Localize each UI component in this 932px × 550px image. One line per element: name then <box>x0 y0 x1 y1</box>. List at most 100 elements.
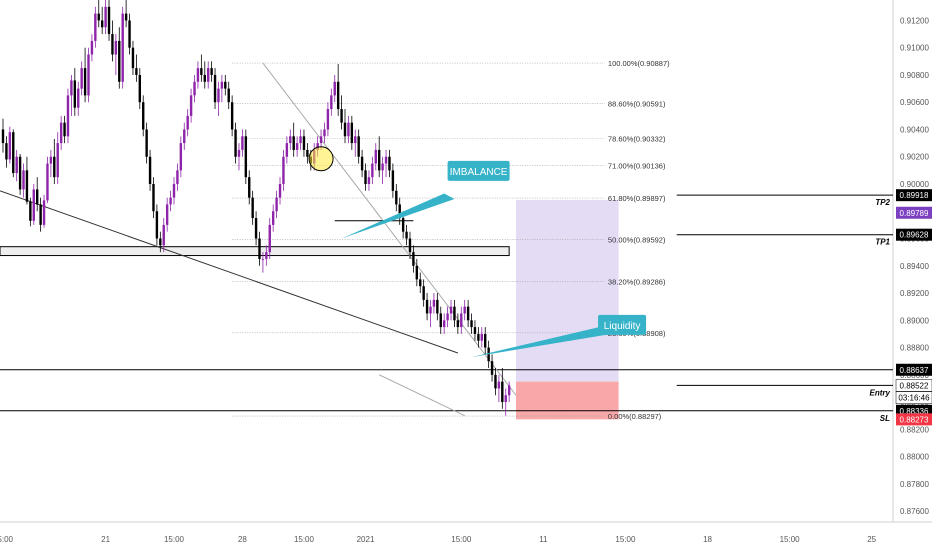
candlestick-series <box>1 0 511 416</box>
candle <box>176 163 179 191</box>
candle-body <box>480 333 483 341</box>
candle <box>446 306 449 328</box>
candle <box>391 163 395 198</box>
price-tag-bg <box>895 379 932 392</box>
annotations-layer[interactable]: IMBALANCE Liquidity <box>308 146 647 358</box>
candle <box>224 74 227 96</box>
candle <box>490 354 494 382</box>
candle <box>1 118 5 153</box>
candle <box>162 218 165 253</box>
candle-body <box>97 13 100 21</box>
candle <box>347 115 350 144</box>
fibonacci-retracement[interactable]: 100.00%(0.90887) 88.60%(0.90591) 78.60%(0.… <box>232 59 670 421</box>
price-tick-label: 0.88800 <box>900 344 929 353</box>
candle <box>77 81 80 116</box>
candle-body <box>53 156 56 178</box>
liquidity-callout-pointer <box>471 325 612 358</box>
candle <box>477 327 480 348</box>
channel-line-lower[interactable] <box>378 374 465 417</box>
candle-body <box>18 156 22 190</box>
candle <box>142 95 145 137</box>
time-tick-label: 21 <box>101 535 110 544</box>
candle-body <box>258 238 261 259</box>
candle-body <box>275 197 278 212</box>
candle-body <box>343 122 347 137</box>
price-axis[interactable]: 0.91200 0.91000 0.90800 0.90600 0.90400 0.902… <box>900 16 929 516</box>
candle <box>323 122 326 144</box>
candle-body <box>189 95 193 116</box>
candle-body <box>408 238 412 253</box>
candle <box>350 115 354 150</box>
candle <box>124 0 128 28</box>
price-tag: 03:16:46 <box>895 391 932 404</box>
candle-body <box>94 13 97 41</box>
candle <box>73 68 77 116</box>
price-tag-bg <box>896 189 932 202</box>
candle-body <box>227 88 230 103</box>
candle <box>59 115 63 150</box>
fib-level-label: 50.00%(0.89592) <box>608 236 666 245</box>
price-tag-label: 03:16:46 <box>898 394 930 403</box>
candle <box>165 197 169 232</box>
candle <box>39 197 42 232</box>
candle <box>36 177 39 212</box>
candle-body <box>162 224 165 246</box>
candle-body <box>1 129 5 144</box>
imbalance-callout[interactable] <box>447 160 510 181</box>
candle <box>360 149 364 178</box>
price-tick-label: 0.89400 <box>900 262 929 271</box>
candle <box>254 211 258 246</box>
candle-body <box>200 68 203 75</box>
highlight-circle[interactable] <box>308 146 334 172</box>
candle-body <box>87 54 90 96</box>
candle <box>193 74 196 103</box>
price-tag: 0.89789 <box>896 206 932 219</box>
supply-demand-zone[interactable] <box>0 246 510 257</box>
candle-body <box>169 197 172 205</box>
candle <box>207 61 210 89</box>
candle <box>145 122 148 164</box>
candle <box>395 183 398 212</box>
candle <box>333 74 336 103</box>
candle-body <box>306 149 309 157</box>
trend-line[interactable] <box>0 190 459 354</box>
candle <box>172 177 176 205</box>
candle <box>100 6 104 35</box>
candle <box>121 6 124 89</box>
candle <box>460 306 463 334</box>
candle-body <box>39 204 42 225</box>
drawn-lines[interactable] <box>0 62 893 417</box>
channel-line-upper[interactable] <box>262 62 517 396</box>
candle <box>405 224 408 246</box>
candle-body <box>176 170 179 184</box>
candle <box>306 143 309 164</box>
candle-body <box>90 40 94 55</box>
candle <box>148 149 152 191</box>
candle <box>131 40 135 75</box>
candle-body <box>186 115 189 130</box>
candle <box>234 122 237 164</box>
candle-body <box>285 143 289 157</box>
candle-body <box>295 143 299 150</box>
candle <box>186 109 189 137</box>
candle <box>8 126 12 164</box>
candle-body <box>429 306 432 314</box>
candle <box>63 115 66 144</box>
candle-body <box>460 313 463 328</box>
price-tick-label: 0.89200 <box>900 289 929 298</box>
time-axis[interactable]: 15:00 21 15:00 28 15:00 2021 15:00 11 15:00 18 15:… <box>0 535 932 544</box>
candle-body <box>42 200 46 225</box>
liquidity-callout[interactable] <box>598 314 647 335</box>
price-tag-bg <box>896 228 932 241</box>
candle-body <box>405 231 408 239</box>
fib-level-label: 78.60%(0.90332) <box>608 135 666 144</box>
candle <box>371 156 374 184</box>
fib-level-label: 38.20%(0.89286) <box>608 277 666 286</box>
fib-level-label: 88.60%(0.90591) <box>608 99 666 108</box>
candle <box>422 279 425 307</box>
candle-body <box>436 299 439 314</box>
price-tag-label: 0.88273 <box>900 415 929 424</box>
time-tick-label: 15:00 <box>615 535 636 544</box>
candle <box>230 95 234 137</box>
